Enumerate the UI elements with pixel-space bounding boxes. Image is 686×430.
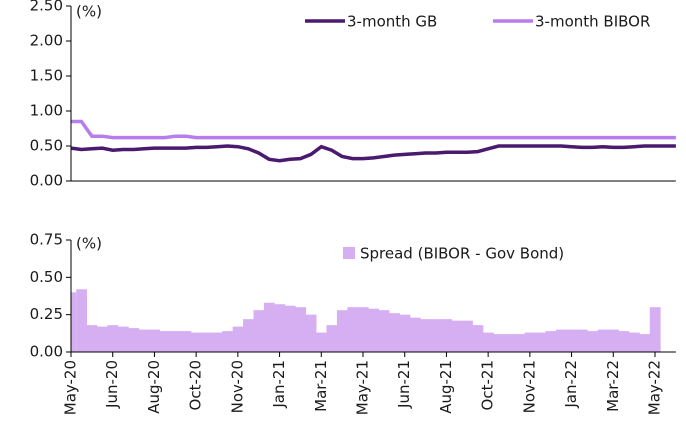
x-tick-label: Aug-20 [145,360,163,414]
bar [649,307,661,352]
bar [587,331,599,352]
x-tick-label: Nov-21 [520,360,538,413]
bar [305,314,317,352]
bar [211,332,223,352]
x-tick-label: Nov-20 [228,360,246,413]
x-tick-label: Aug-21 [437,360,455,414]
bar [253,310,265,352]
bar [295,307,307,352]
bar [107,325,119,352]
x-tick-label: Oct-20 [187,360,205,410]
bar [628,332,640,352]
y-tick-label: 0.50 [30,137,63,155]
x-tick-label: Jan-22 [562,360,580,409]
bar [420,319,432,352]
bar [201,332,213,352]
bar [472,325,484,352]
bar [399,314,411,352]
y-tick-label: 2.00 [30,32,63,50]
bar [639,334,651,352]
bar [222,331,234,352]
bar [576,329,588,352]
y-tick-label: 0.00 [30,343,63,361]
bar [482,332,494,352]
bar [493,334,505,352]
bar [566,329,578,352]
bar [441,319,453,352]
bar [597,329,609,352]
y-tick-label: 0.25 [30,305,63,323]
x-tick-label: Mar-21 [312,360,330,412]
bar [326,325,338,352]
bar [503,334,515,352]
legend-label: Spread (BIBOR - Gov Bond) [360,245,564,263]
bar [409,317,421,352]
bar [514,334,526,352]
bar [232,326,244,352]
bar [316,332,327,352]
y-tick-label: 0.50 [30,268,63,286]
x-tick-label: Jun-21 [395,360,413,409]
bar [535,332,546,352]
x-tick-label: Oct-21 [479,360,497,410]
y-axis-label: (%) [76,3,102,21]
bar [357,307,369,352]
bar [618,331,630,352]
bar [138,329,150,352]
bar [117,326,129,352]
bar [274,304,286,352]
bar [524,332,536,352]
y-axis-label: (%) [76,235,102,253]
bar [378,310,390,352]
y-tick-label: 0.75 [30,231,63,249]
bar [462,320,473,352]
bar [97,326,108,352]
bar [451,320,463,352]
bar [243,319,254,352]
bar [149,329,161,352]
bar [389,313,400,352]
legend-label: 3-month GB [347,13,437,31]
bar [430,319,442,352]
bar [180,331,192,352]
x-tick-label: May-21 [354,360,372,415]
x-tick-label: Jan-21 [270,360,288,409]
line-series [71,119,676,140]
bar [347,307,359,352]
bar [284,305,296,352]
bar [128,328,140,352]
line-series [70,144,676,163]
y-tick-label: 0.00 [30,172,63,190]
bar [170,331,181,352]
bar [76,289,88,352]
bar [71,292,77,352]
y-tick-label: 1.00 [30,102,63,120]
x-tick-label: May-22 [646,360,664,415]
y-tick-label: 1.50 [30,67,63,85]
bar [86,325,98,352]
bar [555,329,567,352]
bar [159,331,171,352]
bar [336,310,348,352]
x-tick-label: Jun-20 [103,360,121,409]
y-tick-label: 2.50 [30,0,63,15]
legend-label: 3-month BIBOR [535,13,650,31]
x-tick-label: May-20 [62,360,80,415]
legend-swatch [343,247,355,259]
x-tick-label: Mar-22 [604,360,622,412]
bar [545,331,557,352]
bar [263,302,275,352]
bar [368,308,380,352]
bar [190,332,202,352]
bar [608,329,619,352]
